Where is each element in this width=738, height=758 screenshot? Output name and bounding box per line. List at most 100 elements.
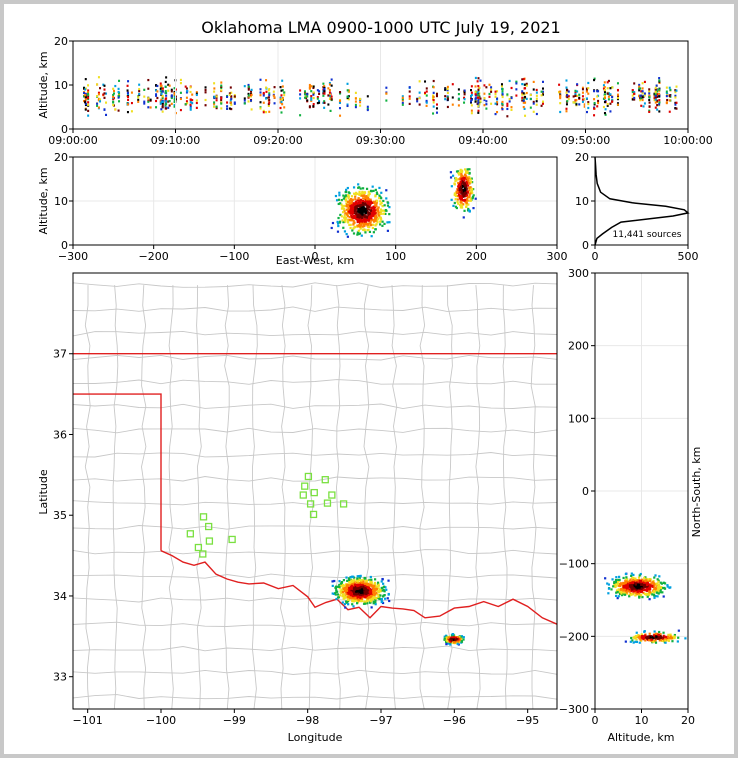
ns-source-mark bbox=[614, 580, 617, 583]
time-source-mark bbox=[587, 106, 590, 110]
plan-source-mark bbox=[359, 579, 362, 582]
time-source-mark bbox=[444, 95, 447, 98]
time-source-mark bbox=[316, 89, 319, 92]
ew-source-mark bbox=[386, 204, 390, 207]
ew-source-mark bbox=[360, 205, 363, 208]
time-source-mark bbox=[665, 101, 668, 104]
plan-source-mark bbox=[368, 595, 371, 599]
plan-source-mark bbox=[338, 585, 341, 588]
time-source-mark bbox=[609, 110, 612, 113]
ew-source-mark bbox=[369, 198, 372, 201]
ns-source-mark bbox=[649, 636, 652, 639]
time-source-mark bbox=[444, 98, 447, 101]
ns-source-mark bbox=[629, 592, 632, 595]
ns-source-mark bbox=[652, 635, 655, 638]
ns-source-mark bbox=[623, 593, 627, 596]
ew-source-mark bbox=[376, 207, 379, 210]
ew-source-mark bbox=[375, 191, 378, 194]
ns-source-mark bbox=[630, 636, 633, 640]
time-source-mark bbox=[521, 78, 524, 81]
time-source-mark bbox=[96, 95, 99, 98]
time-source-mark bbox=[535, 88, 538, 92]
ew-source-mark bbox=[344, 196, 347, 199]
time-source-mark bbox=[281, 79, 284, 82]
time-source-mark bbox=[532, 102, 535, 105]
ew-source-mark bbox=[365, 215, 368, 218]
ns-panel-ylabel: North-South, km bbox=[690, 447, 703, 538]
ns-source-mark bbox=[634, 640, 637, 643]
county-line bbox=[280, 285, 286, 710]
plan-source-mark bbox=[349, 576, 352, 579]
time-source-mark bbox=[477, 94, 480, 97]
ew-source-mark bbox=[456, 190, 459, 193]
time-panel-border bbox=[72, 40, 689, 130]
plan-source-mark bbox=[353, 597, 357, 600]
time-source-mark bbox=[189, 103, 192, 106]
ns-source-mark bbox=[652, 581, 655, 584]
time-source-mark bbox=[616, 93, 619, 96]
ew-source-mark bbox=[464, 200, 467, 204]
time-source-mark bbox=[418, 91, 421, 94]
ew-source-mark bbox=[379, 200, 382, 203]
time-source-mark bbox=[165, 100, 168, 103]
time-source-mark bbox=[220, 98, 223, 101]
ew-source-mark bbox=[365, 198, 368, 201]
plan-source-mark bbox=[342, 579, 345, 582]
ew-source-mark bbox=[353, 211, 356, 215]
time-source-mark bbox=[359, 104, 362, 107]
time-source-mark bbox=[280, 89, 283, 92]
ew-source-mark bbox=[362, 191, 366, 194]
time-source-mark bbox=[616, 82, 619, 85]
ns-source-mark bbox=[624, 584, 628, 587]
plan-source-mark bbox=[374, 597, 378, 600]
ew-panel-ylabel: Altitude, km bbox=[37, 167, 50, 234]
time-source-mark bbox=[330, 78, 333, 81]
plan-source-mark bbox=[360, 598, 363, 601]
ew-source-mark bbox=[469, 186, 472, 189]
ew-source-mark bbox=[458, 185, 461, 188]
ew-source-mark bbox=[379, 220, 382, 223]
ns-source-mark bbox=[657, 592, 660, 595]
ew-source-mark bbox=[368, 212, 371, 215]
time-source-mark bbox=[638, 89, 641, 92]
time-source-mark bbox=[506, 107, 509, 111]
time-source-mark bbox=[160, 84, 163, 87]
ew-source-mark bbox=[366, 201, 369, 205]
time-source-mark bbox=[99, 87, 102, 90]
time-source-mark bbox=[312, 104, 315, 108]
plan-source-mark bbox=[347, 603, 350, 606]
ew-source-mark bbox=[364, 203, 368, 206]
ns-source-mark bbox=[636, 592, 639, 595]
time-source-mark bbox=[243, 102, 246, 105]
time-source-mark bbox=[490, 90, 493, 93]
ns-source-mark bbox=[652, 640, 655, 643]
time-source-mark bbox=[643, 94, 646, 97]
plan-source-mark bbox=[375, 587, 378, 591]
plan-source-mark bbox=[353, 587, 356, 590]
time-source-mark bbox=[155, 106, 158, 109]
ew-source-mark bbox=[449, 176, 453, 179]
time-source-mark bbox=[654, 94, 657, 98]
ew-source-mark bbox=[358, 213, 361, 216]
ew-source-mark bbox=[339, 202, 342, 205]
ew-source-mark bbox=[469, 192, 472, 195]
time-source-mark bbox=[339, 92, 342, 95]
time-source-mark bbox=[587, 92, 590, 95]
time-panel-xtick-label: 09:00:00 bbox=[48, 134, 97, 147]
ns-source-mark bbox=[659, 634, 662, 638]
plan-source-mark bbox=[359, 595, 362, 598]
ns-source-mark bbox=[669, 635, 672, 638]
time-source-mark bbox=[401, 98, 404, 101]
time-source-mark bbox=[477, 109, 480, 112]
time-source-mark bbox=[105, 92, 108, 95]
ns-source-mark bbox=[618, 575, 621, 578]
time-source-mark bbox=[87, 95, 90, 98]
time-source-mark bbox=[250, 108, 253, 111]
ew-source-mark bbox=[363, 200, 366, 203]
plan-source-mark bbox=[363, 593, 366, 596]
time-source-mark bbox=[606, 102, 609, 106]
time-source-mark bbox=[265, 97, 268, 100]
plan-source-mark bbox=[356, 575, 359, 578]
